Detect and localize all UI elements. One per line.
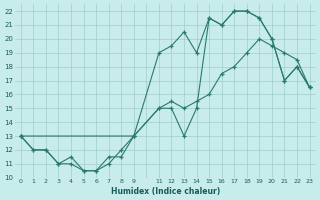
X-axis label: Humidex (Indice chaleur): Humidex (Indice chaleur) bbox=[111, 187, 220, 196]
